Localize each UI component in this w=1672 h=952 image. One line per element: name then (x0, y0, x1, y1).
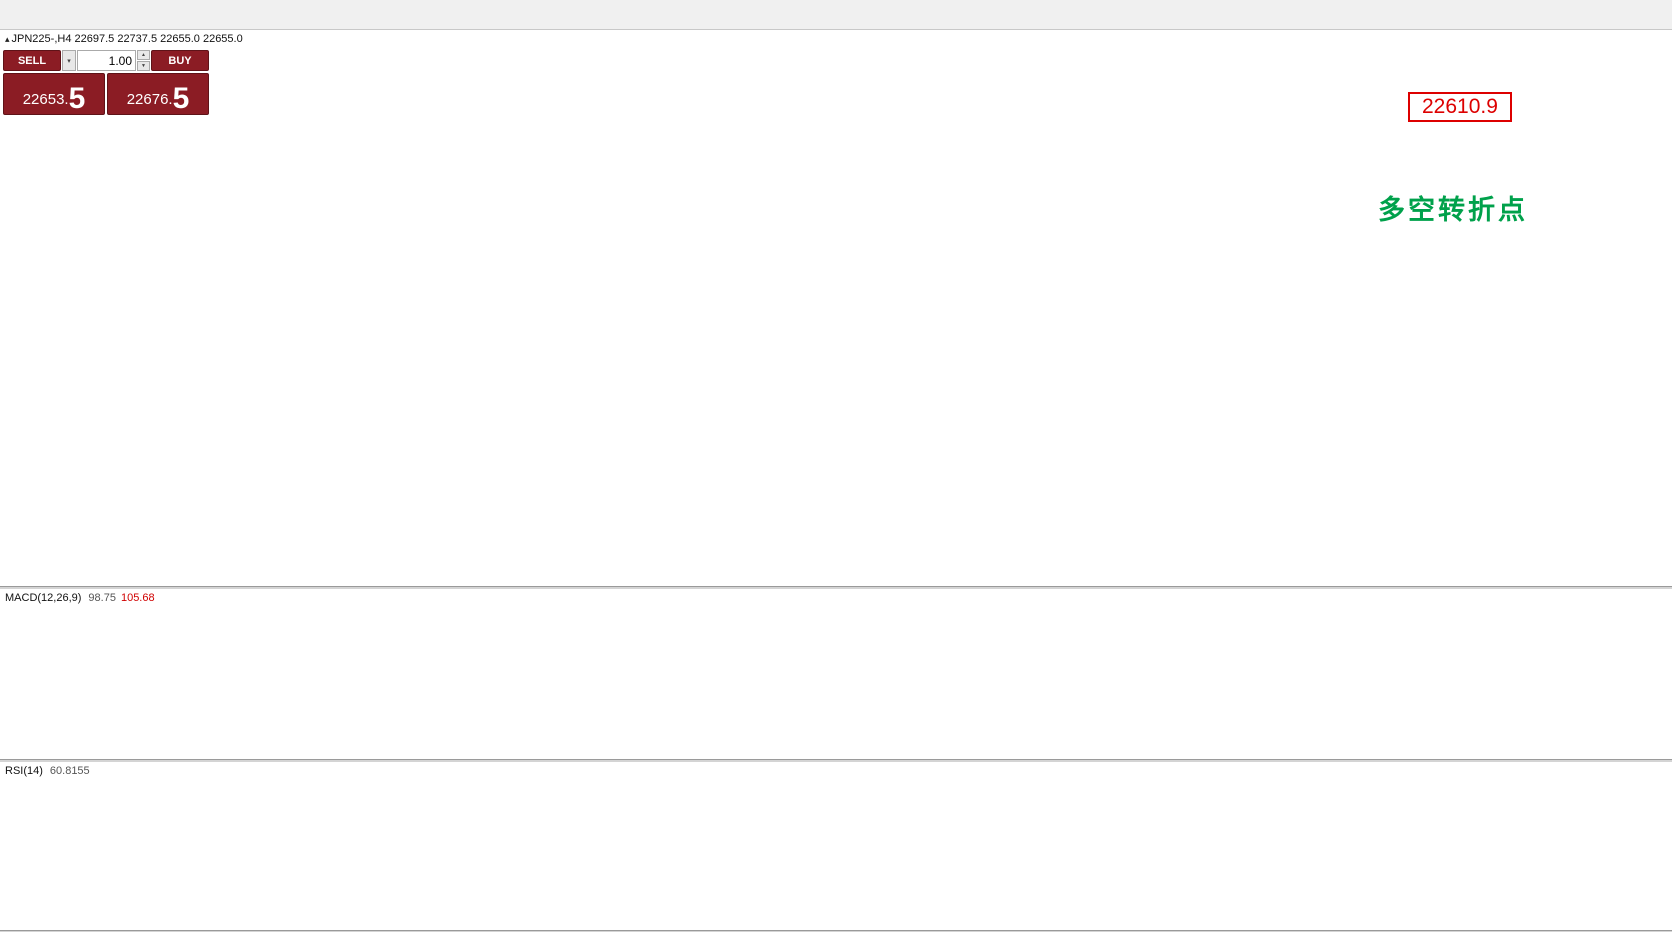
volume-stepper: ▲ ▼ (137, 50, 150, 71)
buy-button[interactable]: BUY (151, 50, 209, 71)
volume-increase-button[interactable]: ▲ (137, 50, 150, 60)
price-annotation-box[interactable]: 22610.9 (1408, 92, 1512, 122)
panel-splitter[interactable] (0, 586, 1672, 589)
volume-input[interactable] (77, 50, 136, 71)
buy-price-pip: 5 (172, 81, 190, 115)
sell-price-display[interactable]: 22653. 5 (3, 73, 105, 115)
symbol-direction-icon: ▴ (5, 34, 10, 44)
symbol-ohlc-text: JPN225-,H4 22697.5 22737.5 22655.0 22655… (11, 33, 243, 45)
buy-price-main: 22676. (126, 91, 173, 108)
sell-price-main: 22653. (22, 91, 69, 108)
price-chart-panel[interactable]: ▴ JPN225-,H4 22697.5 22737.5 22655.0 2265… (0, 30, 1672, 586)
macd-indicator-panel[interactable]: MACD(12,26,9) 98.75 105.68 (0, 589, 1672, 759)
toolbar (0, 0, 1672, 30)
rsi-name: RSI(14) (5, 765, 43, 777)
rsi-canvas[interactable] (0, 762, 1672, 930)
one-click-trading-panel: SELL ▾ ▲ ▼ BUY 22653.5 22676.5 (3, 50, 209, 115)
time-axis[interactable] (0, 932, 1672, 952)
symbol-ohlc-header: ▴ JPN225-,H4 22697.5 22737.5 22655.0 2265… (5, 33, 243, 45)
macd-name: MACD(12,26,9) (5, 592, 82, 604)
sell-price-pip: 5 (68, 81, 86, 115)
macd-label: MACD(12,26,9) 98.75 105.68 (5, 592, 155, 604)
macd-canvas[interactable] (0, 589, 1672, 759)
macd-signal-value: 105.68 (120, 592, 155, 604)
macd-main-value: 98.75 (88, 592, 116, 604)
rsi-value: 60.8155 (49, 765, 90, 777)
buy-price-display[interactable]: 22676. 5 (107, 73, 209, 115)
trend-note-text[interactable]: 多空转折点 (1378, 195, 1528, 225)
rsi-indicator-panel[interactable]: RSI(14) 60.8155 (0, 762, 1672, 930)
volume-preset-dropdown[interactable]: ▾ (62, 50, 76, 71)
sell-button[interactable]: SELL (3, 50, 61, 71)
panel-splitter[interactable] (0, 930, 1672, 932)
chevron-down-icon: ▾ (67, 57, 71, 65)
volume-decrease-button[interactable]: ▼ (137, 61, 150, 71)
panel-splitter[interactable] (0, 759, 1672, 762)
rsi-label: RSI(14) 60.8155 (5, 765, 90, 777)
